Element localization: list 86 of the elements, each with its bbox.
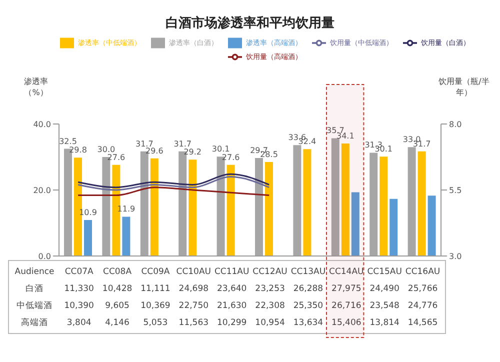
- data-label: 27.6: [222, 152, 240, 162]
- y-tick-label: 0.0: [38, 252, 51, 261]
- text: 高端酒: [20, 316, 49, 328]
- chart-title: 白酒市场渗透率和平均饮用量: [164, 14, 336, 32]
- x-tick-label: CC11AU: [213, 266, 250, 276]
- data-label: 29.8: [69, 146, 87, 155]
- y2-axis-title: 饮用量（瓶/半年）: [438, 76, 490, 98]
- text: 25,766: [406, 284, 439, 294]
- data-label: 30.0: [97, 145, 116, 154]
- text: Audience: [14, 266, 56, 276]
- text: 26,288: [292, 284, 324, 294]
- text: 10,369: [140, 300, 172, 310]
- text: 26,716: [330, 300, 362, 310]
- text: 10,390: [63, 300, 95, 310]
- bar: [390, 198, 398, 256]
- text: 3,804: [66, 318, 92, 328]
- x-tick-label: CC09A: [140, 266, 171, 276]
- bar: [293, 145, 302, 256]
- text: 27,975: [330, 284, 362, 294]
- y-tick-label: 20.0: [33, 186, 51, 195]
- bar: [188, 160, 197, 256]
- bar: [226, 164, 235, 256]
- x-tick-label: CC15AU: [366, 266, 403, 276]
- text: 10,428: [101, 284, 134, 294]
- line-series: [77, 176, 270, 191]
- x-tick-label: CC16AU: [404, 266, 442, 276]
- bar: [351, 192, 360, 256]
- bar: [122, 216, 130, 256]
- bar: [408, 147, 416, 256]
- text: 9,605: [104, 300, 130, 310]
- text: 13,814: [368, 318, 400, 328]
- data-label: 30.1: [212, 144, 230, 154]
- bar: [303, 149, 312, 256]
- text: 24,490: [368, 284, 400, 294]
- text: 15,406: [330, 318, 362, 328]
- text: 5,053: [142, 318, 169, 328]
- text: 10,954: [254, 318, 286, 328]
- text: 22,308: [254, 300, 286, 310]
- x-tick-label: CC13AU: [290, 266, 327, 276]
- text: 10,299: [216, 318, 248, 328]
- y-axis-title: 渗透率（%）: [23, 76, 49, 98]
- text: 14,565: [406, 318, 439, 328]
- text: 13,634: [292, 318, 324, 328]
- data-label: 29.6: [145, 146, 164, 156]
- data-label: 27.6: [107, 152, 126, 162]
- data-label: 31.7: [174, 139, 192, 148]
- bar: [331, 138, 340, 256]
- bar: [380, 156, 388, 256]
- data-label: 34.1: [336, 131, 354, 140]
- text: 22,750: [178, 300, 210, 310]
- bar: [84, 220, 92, 256]
- bar: [341, 143, 350, 256]
- data-label: 29.2: [184, 148, 202, 157]
- text: 23,548: [368, 300, 400, 310]
- text: 24,698: [178, 284, 210, 294]
- text: 23,640: [216, 284, 248, 294]
- text: 11,330: [63, 284, 95, 294]
- bar: [370, 152, 378, 256]
- y2-tick-label: 8.0: [449, 120, 462, 129]
- text: 白酒: [24, 282, 44, 294]
- x-tick-label: CC07A: [64, 266, 94, 276]
- y-tick-label: 40.0: [33, 120, 51, 129]
- bar: [418, 151, 426, 256]
- text: 25,350: [292, 300, 324, 310]
- bar: [428, 196, 436, 256]
- text: 21,630: [216, 300, 248, 310]
- bar: [265, 162, 273, 256]
- bar: [74, 158, 82, 256]
- bar: [255, 158, 263, 256]
- text: 24,776: [406, 300, 439, 310]
- text: 4,146: [104, 318, 130, 328]
- x-tick-label: CC12AU: [252, 266, 288, 276]
- data-label: 31.7: [135, 139, 154, 148]
- x-tick-label: CC14AU: [328, 266, 365, 276]
- y2-tick-label: 5.5: [449, 186, 462, 195]
- text: 中低端酒: [16, 300, 54, 312]
- line-series: [77, 173, 270, 188]
- data-label: 32.5: [59, 136, 77, 146]
- text: 11,563: [178, 318, 210, 328]
- x-tick-label: CC08A: [102, 266, 133, 276]
- x-tick-label: CC10AU: [175, 266, 212, 276]
- text: 11,111: [140, 284, 172, 294]
- text: 23,253: [254, 284, 286, 294]
- bar: [150, 158, 158, 256]
- line-series: [77, 186, 270, 196]
- y2-tick-label: 3.0: [449, 252, 462, 261]
